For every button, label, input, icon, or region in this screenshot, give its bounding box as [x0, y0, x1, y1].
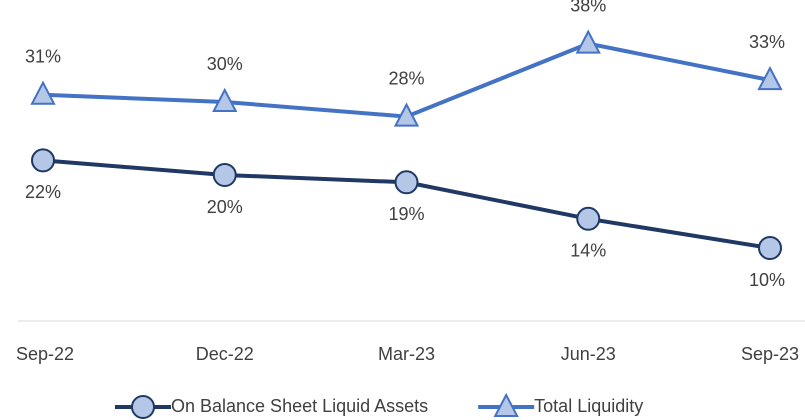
data-label: 30% [207, 54, 243, 74]
data-label: 38% [570, 0, 606, 15]
legend-label: Total Liquidity [534, 396, 643, 416]
data-point [212, 163, 237, 187]
data-label: 10% [749, 270, 785, 290]
data-point [576, 206, 601, 231]
x-tick-label: Jun-23 [561, 344, 616, 364]
data-point [575, 29, 601, 54]
legend-label: On Balance Sheet Liquid Assets [171, 396, 428, 416]
data-label: 33% [749, 32, 785, 52]
data-point [394, 170, 419, 195]
data-label: 28% [388, 68, 424, 88]
data-point [758, 236, 782, 260]
legend-marker [131, 395, 155, 419]
data-label: 31% [25, 46, 61, 66]
data-label: 14% [570, 241, 606, 261]
data-point [31, 148, 55, 173]
x-tick-label: Mar-23 [378, 344, 435, 364]
data-label: 19% [388, 204, 424, 224]
data-label: 22% [25, 182, 61, 202]
x-tick-label: Dec-22 [196, 344, 254, 364]
x-tick-label: Sep-22 [16, 344, 74, 364]
data-point [30, 80, 56, 105]
data-point [393, 102, 420, 127]
data-point [757, 65, 783, 91]
data-point [212, 87, 238, 112]
legend-marker [493, 392, 519, 417]
data-label: 20% [207, 197, 243, 217]
x-tick-label: Sep-23 [741, 344, 799, 364]
